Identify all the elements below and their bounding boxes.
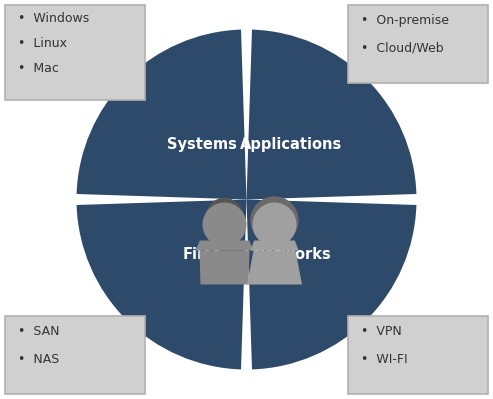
Text: Systems: Systems bbox=[167, 137, 237, 152]
Circle shape bbox=[206, 198, 243, 235]
Text: Networks: Networks bbox=[252, 247, 331, 262]
Text: Applications: Applications bbox=[241, 137, 343, 152]
Text: •  WI-FI: • WI-FI bbox=[361, 353, 408, 365]
Text: •  Cloud/Web: • Cloud/Web bbox=[361, 41, 444, 55]
FancyBboxPatch shape bbox=[348, 316, 488, 394]
Text: •  On-premise: • On-premise bbox=[361, 14, 449, 27]
Wedge shape bbox=[76, 200, 246, 369]
Polygon shape bbox=[219, 237, 230, 249]
Text: •  NAS: • NAS bbox=[18, 353, 59, 365]
Text: •  Windows: • Windows bbox=[18, 12, 89, 25]
Text: Files: Files bbox=[182, 247, 221, 262]
FancyBboxPatch shape bbox=[5, 316, 145, 394]
Wedge shape bbox=[246, 200, 417, 369]
Text: •  SAN: • SAN bbox=[18, 325, 60, 338]
Polygon shape bbox=[196, 241, 253, 251]
FancyBboxPatch shape bbox=[348, 5, 488, 83]
Polygon shape bbox=[270, 237, 280, 249]
Text: •  VPN: • VPN bbox=[361, 325, 402, 338]
Polygon shape bbox=[247, 251, 302, 284]
Circle shape bbox=[250, 196, 299, 245]
Wedge shape bbox=[76, 30, 246, 200]
Circle shape bbox=[256, 208, 293, 245]
Polygon shape bbox=[250, 241, 298, 251]
Circle shape bbox=[203, 203, 246, 247]
Circle shape bbox=[252, 203, 296, 247]
Polygon shape bbox=[200, 251, 249, 284]
Wedge shape bbox=[246, 30, 417, 200]
Text: •  Linux: • Linux bbox=[18, 37, 67, 50]
Text: •  Mac: • Mac bbox=[18, 62, 59, 75]
FancyBboxPatch shape bbox=[5, 5, 145, 100]
